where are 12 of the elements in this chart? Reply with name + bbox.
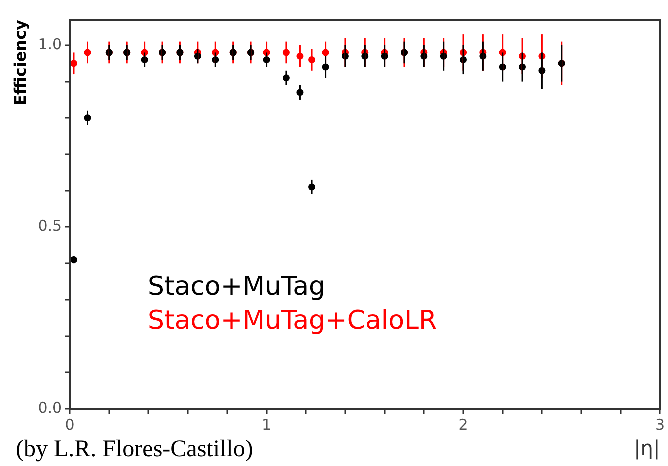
y-tick-label: 1.0 xyxy=(38,35,62,54)
x-tick-label: 2 xyxy=(458,416,468,434)
y-tick-label: 0.0 xyxy=(38,398,62,417)
text: Staco+MuTag xyxy=(148,271,327,304)
y-axis-title: Efficiency xyxy=(10,19,30,106)
x-tick-label: 0 xyxy=(65,416,75,434)
text: Staco+MuTag+CaloLR xyxy=(148,305,438,338)
y-tick-label: 0.5 xyxy=(38,217,62,236)
text: (by L.R. Flores-Castillo) xyxy=(16,436,254,462)
x-tick-label: 1 xyxy=(262,416,272,434)
x-axis-title: |η| xyxy=(634,436,660,460)
x-tick-label: 3 xyxy=(655,416,665,434)
